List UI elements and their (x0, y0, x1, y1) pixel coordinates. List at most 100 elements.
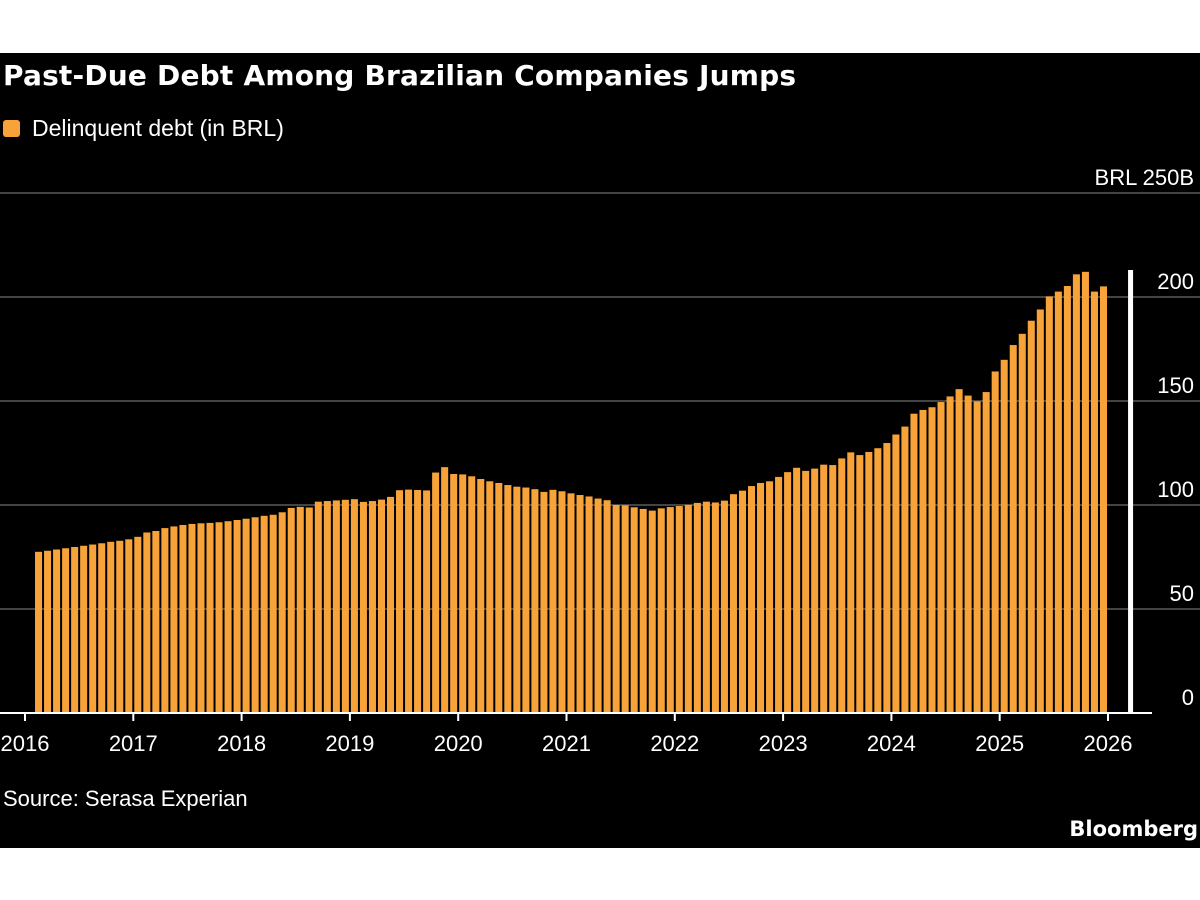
bar (368, 501, 376, 713)
bar (693, 502, 701, 713)
bar (720, 500, 728, 713)
bar (477, 479, 485, 713)
bar (594, 498, 602, 713)
bar (747, 486, 756, 713)
legend-swatch (3, 120, 20, 137)
bar (1036, 309, 1044, 713)
x-axis-labels: 2016 2017 2018 2019 2020 2021 2022 2023 2024 2025… (1, 731, 1133, 756)
bar (323, 501, 331, 713)
bar (423, 490, 431, 713)
x-axis (0, 712, 1152, 721)
bar (242, 518, 250, 713)
bar (314, 501, 322, 713)
bar (540, 491, 548, 713)
bar (991, 371, 999, 713)
bar (1063, 285, 1071, 713)
bar (486, 481, 494, 713)
bar (702, 501, 710, 713)
y-tick-label: 50 (1170, 581, 1194, 606)
bar (847, 452, 855, 713)
bar (1081, 271, 1089, 713)
bar (215, 522, 223, 713)
y-tick-label: BRL 250B (1095, 165, 1194, 190)
legend: Delinquent debt (in BRL) (3, 115, 284, 142)
bar (495, 482, 503, 713)
bar (287, 507, 295, 713)
bar (296, 506, 304, 713)
x-tick-label: 2021 (542, 731, 591, 756)
bar (1000, 359, 1008, 713)
bar (531, 489, 539, 713)
bar (775, 476, 783, 713)
bar (143, 532, 151, 713)
bar (576, 495, 584, 713)
gridlines (0, 192, 1200, 610)
bar (188, 523, 196, 713)
bar (405, 489, 413, 713)
bar (125, 539, 133, 713)
bar (874, 448, 882, 713)
bar (98, 543, 106, 713)
bar (639, 508, 647, 713)
x-tick-label: 2025 (975, 731, 1024, 756)
x-tick-label: 2016 (1, 731, 50, 756)
bar (386, 496, 395, 713)
bar (982, 392, 990, 713)
x-tick-label: 2023 (759, 731, 808, 756)
source-note: Source: Serasa Experian (3, 786, 248, 811)
bar (1045, 296, 1053, 713)
bar (450, 474, 458, 713)
bar (260, 515, 268, 713)
bar (71, 547, 79, 713)
bar (937, 402, 945, 713)
bar (432, 472, 440, 713)
bar (161, 528, 169, 713)
bar (1072, 274, 1080, 713)
bar (269, 514, 277, 713)
bar (152, 531, 160, 713)
chart-frame: Past-Due Debt Among Brazilian Companies … (0, 53, 1200, 848)
bar (1027, 320, 1035, 713)
bar (829, 465, 837, 713)
bar (134, 536, 142, 713)
bar (567, 493, 575, 713)
bar (1018, 333, 1026, 713)
bloomberg-logo: Bloomberg (1069, 817, 1198, 841)
x-tick-label: 2020 (434, 731, 483, 756)
bar (107, 541, 115, 713)
bar (170, 526, 178, 713)
bar (684, 504, 692, 713)
bar (675, 506, 683, 713)
bar (459, 474, 467, 713)
bar-chart: 0 50 100 150 200 BRL 250B 2016 2017 2018 2019 202… (0, 165, 1200, 756)
bar (738, 490, 747, 713)
bar (377, 499, 386, 713)
bar (838, 458, 846, 713)
bar (856, 455, 864, 713)
legend-label: Delinquent debt (in BRL) (32, 115, 284, 141)
bar (585, 496, 593, 713)
bar (757, 482, 765, 713)
bar (522, 487, 530, 713)
bar (80, 545, 88, 713)
bar (278, 512, 286, 713)
bar (1099, 286, 1108, 713)
bar (206, 522, 214, 713)
bar (892, 434, 900, 713)
bars (35, 271, 1108, 713)
bar (513, 486, 521, 713)
bar (621, 505, 629, 713)
bar (89, 544, 97, 713)
chart-title: Past-Due Debt Among Brazilian Companies … (3, 59, 797, 92)
bar (224, 521, 232, 713)
bar (116, 540, 124, 713)
bar (44, 550, 52, 713)
bar (630, 507, 638, 713)
bar (865, 451, 873, 713)
bar (711, 502, 719, 713)
bar (964, 395, 972, 713)
bar (341, 499, 349, 713)
y-tick-label: 100 (1157, 477, 1194, 502)
bar (359, 501, 367, 713)
bar (802, 470, 810, 713)
